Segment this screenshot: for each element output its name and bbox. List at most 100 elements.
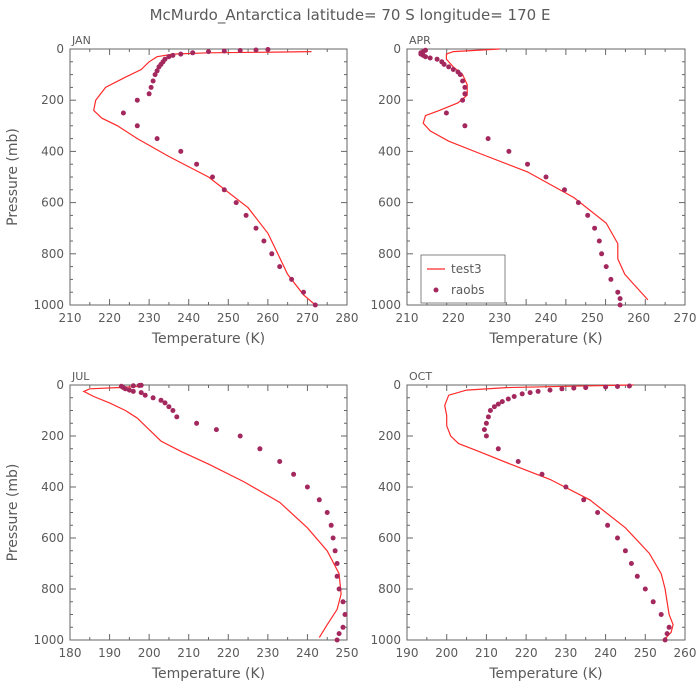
series-point-raobs (210, 174, 215, 180)
series-point-raobs (304, 484, 310, 490)
x-tick-label: 230 (256, 646, 279, 660)
panel-label: JUL (71, 370, 90, 383)
series-point-raobs (324, 510, 330, 515)
series-point-raobs (427, 55, 433, 61)
y-tick-label: 400 (378, 144, 401, 158)
series-line-test3 (422, 48, 649, 301)
series-line-test3 (444, 384, 674, 640)
series-point-raobs (462, 84, 468, 90)
series-point-raobs (130, 383, 136, 389)
series-point-raobs (257, 446, 263, 452)
x-tick-label: 240 (177, 311, 200, 325)
x-tick-label: 260 (627, 311, 650, 325)
x-tick-label: 210 (59, 311, 82, 325)
y-tick-label: 200 (378, 93, 401, 107)
series-point-raobs (511, 394, 517, 399)
series-point-raobs (527, 390, 533, 396)
x-tick-label: 250 (217, 311, 240, 325)
series-point-raobs (628, 561, 634, 566)
x-tick-label: 240 (594, 646, 617, 660)
series-point-raobs (150, 395, 156, 401)
series-point-raobs (462, 123, 468, 129)
y-tick-label: 0 (56, 378, 64, 392)
series-point-raobs (563, 484, 569, 490)
y-axis-label: Pressure (mb) (5, 464, 21, 562)
y-tick-label: 400 (41, 480, 64, 494)
series-point-raobs (130, 388, 136, 394)
panel-label: OCT (409, 370, 432, 383)
series-point-raobs (543, 174, 549, 180)
series-point-raobs (221, 48, 227, 54)
series-point-raobs (481, 427, 487, 433)
y-axis-label: Pressure (mb) (5, 128, 21, 226)
series-point-raobs (539, 471, 545, 477)
series-point-raobs (423, 47, 428, 53)
panel-jul: 180 190 200 210 220 230 240 250 0 200 400 600 800 100… (5, 370, 358, 682)
series-point-raobs (483, 433, 489, 439)
series-point-raobs (562, 187, 567, 193)
series-point-raobs (608, 276, 614, 282)
x-tick-label: 230 (554, 646, 577, 660)
y-tick-label: 200 (41, 429, 64, 443)
panel-label: APR (409, 34, 431, 47)
series-point-raobs (450, 67, 456, 72)
series-point-raobs (664, 631, 670, 637)
series-point-raobs (603, 384, 609, 390)
series-point-raobs (455, 69, 461, 75)
y-tick-label: 600 (41, 531, 64, 545)
series-point-raobs (666, 624, 672, 630)
series-point-raobs (592, 225, 598, 231)
legend-entry: test3 (451, 262, 482, 276)
legend-dot-swatch (433, 287, 439, 293)
series-point-raobs (190, 50, 196, 56)
series-point-raobs (662, 637, 668, 643)
x-tick-label: 220 (442, 311, 465, 325)
series-point-raobs (118, 383, 124, 389)
x-tick-label: 240 (535, 311, 558, 325)
series-point-raobs (178, 148, 184, 154)
series-point-raobs (336, 631, 342, 637)
series-point-raobs (289, 276, 295, 282)
x-axis-label: Temperature (K) (151, 331, 265, 347)
x-tick-label: 230 (488, 311, 511, 325)
series-point-raobs (575, 200, 581, 206)
series-point-raobs (162, 56, 168, 62)
x-tick-label: 210 (177, 646, 200, 660)
series-point-raobs (162, 400, 168, 406)
x-tick-label: 250 (336, 646, 359, 660)
x-tick-label: 230 (138, 311, 161, 325)
x-tick-label: 250 (581, 311, 604, 325)
figure-title: McMurdo_Antarctica latitude= 70 S longit… (150, 6, 551, 25)
series-point-raobs (617, 296, 623, 302)
y-tick-label: 800 (41, 247, 64, 261)
plot-frame (406, 384, 686, 641)
panel-apr: 210 220 230 240 250 260 270 0 200 400 600 800 1000 AP… (370, 34, 696, 347)
series-point-raobs (559, 386, 565, 392)
x-tick-label: 210 (475, 646, 498, 660)
x-tick-label: 280 (336, 311, 359, 325)
legend: test3 raobs (420, 254, 506, 304)
series-point-raobs (446, 64, 452, 70)
series-line-test3 (82, 385, 342, 638)
series-point-raobs (158, 397, 164, 403)
series-point-raobs (330, 535, 336, 541)
series-point-raobs (460, 78, 466, 84)
series-point-raobs (253, 47, 259, 53)
series-point-raobs (615, 535, 620, 541)
series-point-raobs (495, 401, 501, 407)
y-tick-label: 1000 (33, 633, 64, 647)
series-point-raobs (515, 459, 521, 464)
series-point-raobs (134, 123, 140, 129)
x-tick-label: 260 (256, 311, 279, 325)
y-tick-label: 1000 (33, 298, 64, 312)
series-point-raobs (269, 251, 275, 257)
series-point-raobs (483, 420, 489, 426)
y-tick-label: 1000 (370, 633, 401, 647)
series-point-raobs (519, 391, 525, 397)
series-point-raobs (138, 382, 144, 388)
series-point-raobs (120, 110, 126, 116)
series-point-raobs (505, 396, 511, 402)
series-point-raobs (138, 390, 144, 396)
series-point-raobs (439, 59, 445, 65)
